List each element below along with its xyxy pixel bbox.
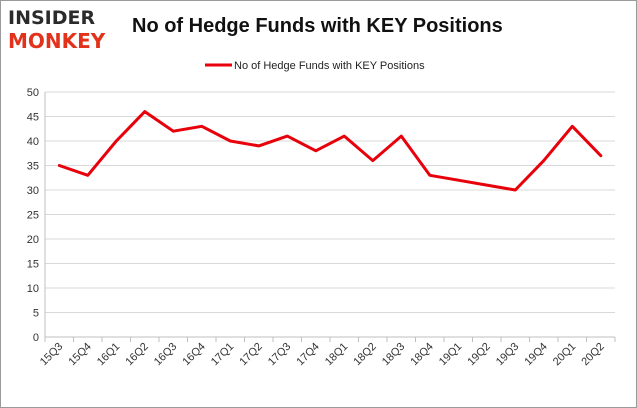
x-tick-label: 17Q3 (266, 341, 294, 369)
data-point (542, 159, 545, 162)
y-tick-label: 35 (27, 161, 39, 173)
x-tick-label: 18Q1 (323, 341, 351, 369)
x-tick-label: 15Q4 (66, 341, 94, 369)
insider-monkey-logo: INSIDER MONKEY (8, 7, 118, 55)
data-point (428, 174, 431, 177)
legend-label: No of Hedge Funds with KEY Positions (234, 60, 425, 72)
series-layer (57, 110, 603, 192)
x-tick-label: 19Q1 (437, 341, 465, 369)
data-point (143, 110, 146, 113)
x-tick-label: 16Q4 (180, 341, 208, 369)
y-tick-label: 20 (27, 234, 39, 246)
x-tick-labels: 15Q3 15Q4 16Q1 16Q2 16Q3 16Q4 17Q1 17Q2 17Q3 17Q4… (38, 341, 607, 369)
axes (44, 92, 616, 342)
data-point (58, 164, 61, 167)
y-tick-label: 40 (27, 136, 39, 148)
data-point (86, 174, 89, 177)
data-point (485, 184, 488, 187)
x-tick-label: 16Q2 (123, 341, 151, 369)
y-tick-label: 50 (27, 87, 39, 99)
data-point (514, 189, 517, 192)
y-tick-label: 30 (27, 185, 39, 197)
x-tick-label: 17Q4 (294, 341, 322, 369)
series-line-0 (57, 110, 603, 192)
logo-top-text: INSIDER (8, 7, 96, 29)
data-point (200, 125, 203, 128)
x-tick-label: 20Q2 (579, 341, 607, 369)
y-tick-label: 5 (33, 308, 39, 320)
data-point (343, 135, 346, 138)
data-point (314, 149, 317, 152)
x-tick-label: 18Q4 (408, 341, 436, 369)
y-tick-label: 15 (27, 259, 39, 271)
x-tick-label: 18Q3 (380, 341, 408, 369)
y-tick-labels: 0 5 10 15 20 25 30 35 40 45 50 (27, 87, 39, 344)
x-tick-label: 19Q2 (465, 341, 493, 369)
x-tick-label: 20Q1 (551, 341, 579, 369)
chart-title: No of Hedge Funds with KEY Positions (132, 15, 503, 37)
x-tick-label: 17Q1 (209, 341, 237, 369)
y-tick-label: 45 (27, 112, 39, 124)
x-tick-label: 16Q3 (152, 341, 180, 369)
y-tick-label: 0 (33, 332, 39, 344)
logo-bottom-text: MONKEY (8, 29, 106, 53)
data-point (457, 179, 460, 182)
x-tick-label: 15Q3 (38, 341, 66, 369)
data-point (599, 154, 602, 157)
y-tick-label: 25 (27, 210, 39, 222)
data-point (172, 130, 175, 133)
x-tick-label: 19Q4 (522, 341, 550, 369)
x-tick-label: 17Q2 (237, 341, 265, 369)
legend: No of Hedge Funds with KEY Positions (205, 60, 425, 72)
grid-lines (45, 91, 615, 313)
x-tick-label: 18Q2 (351, 341, 379, 369)
data-point (257, 144, 260, 147)
data-point (371, 159, 374, 162)
data-point (229, 140, 232, 143)
data-point (115, 140, 118, 143)
x-tick-label: 16Q1 (95, 341, 123, 369)
y-tick-label: 10 (27, 283, 39, 295)
data-point (400, 135, 403, 138)
x-tick-label: 19Q3 (494, 341, 522, 369)
data-point (571, 125, 574, 128)
data-point (286, 135, 289, 138)
